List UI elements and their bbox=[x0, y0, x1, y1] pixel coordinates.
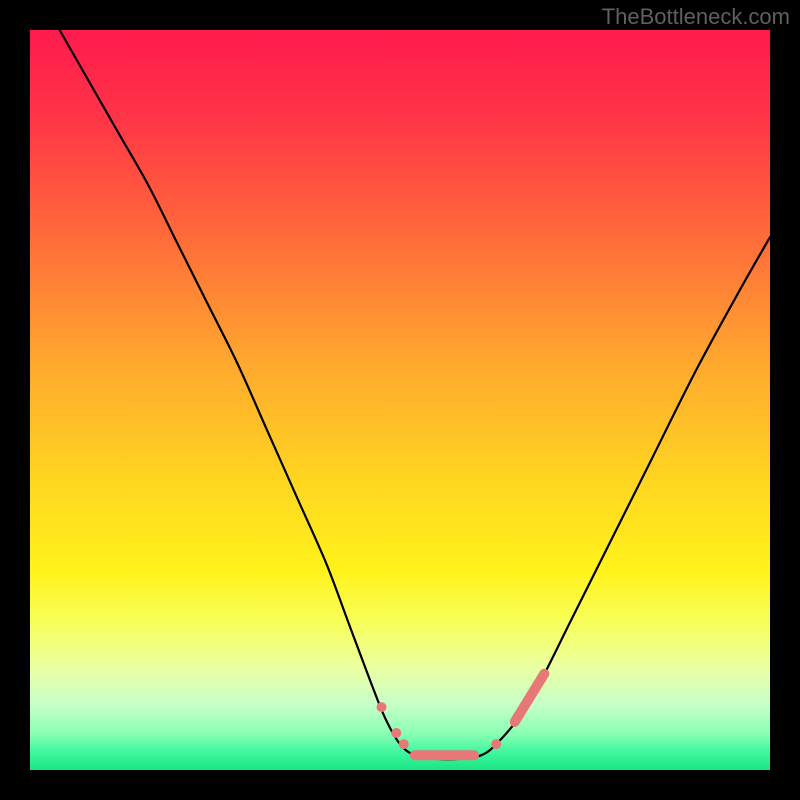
watermark-text: TheBottleneck.com bbox=[602, 4, 790, 30]
bottleneck-curve-chart bbox=[0, 0, 800, 800]
chart-stage: TheBottleneck.com bbox=[0, 0, 800, 800]
